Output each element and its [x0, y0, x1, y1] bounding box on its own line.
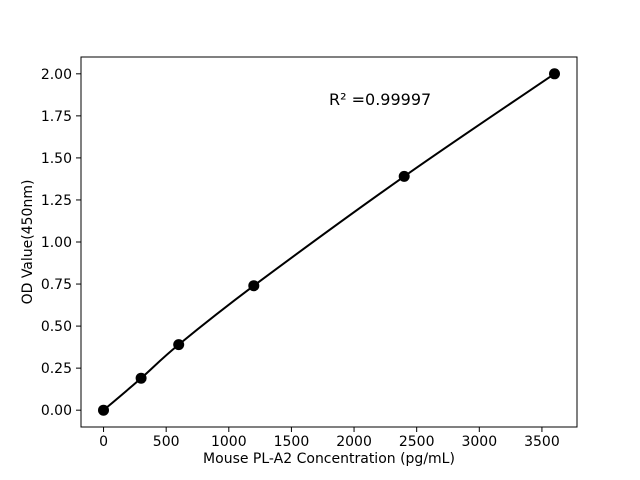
data-point-marker	[549, 68, 560, 80]
y-tick-label: 1.50	[41, 151, 72, 167]
y-tick-label: 0.25	[41, 361, 72, 377]
y-tick-label: 2.00	[41, 67, 72, 83]
data-point-marker	[98, 404, 109, 416]
data-point-marker	[248, 280, 260, 292]
x-tick-label: 0	[99, 434, 108, 450]
data-point-marker	[173, 339, 185, 351]
x-axis-label: Mouse PL-A2 Concentration (pg/mL)	[203, 451, 455, 467]
x-tick-label: 2500	[399, 434, 435, 450]
data-point-marker	[135, 372, 147, 384]
data-point-marker	[398, 170, 410, 182]
x-tick-label: 1000	[211, 434, 247, 450]
y-tick-label: 0.75	[41, 277, 72, 293]
y-tick-label: 0.00	[41, 403, 72, 419]
x-tick-label: 1500	[274, 434, 310, 450]
y-tick-label: 1.25	[41, 193, 72, 209]
y-tick-label: 0.50	[41, 319, 72, 335]
x-tick-label: 3000	[461, 434, 497, 450]
fit-curve-line	[102, 72, 556, 412]
y-axis-label: OD Value(450nm)	[20, 179, 36, 305]
r-squared-annotation: R² =0.99997	[329, 90, 432, 109]
x-tick-label: 2000	[336, 434, 372, 450]
x-tick-label: 500	[153, 434, 180, 450]
x-tick-label: 3500	[524, 434, 560, 450]
y-tick-label: 1.00	[41, 235, 72, 251]
axes-frame	[80, 56, 578, 428]
y-tick-label: 1.75	[41, 109, 72, 125]
